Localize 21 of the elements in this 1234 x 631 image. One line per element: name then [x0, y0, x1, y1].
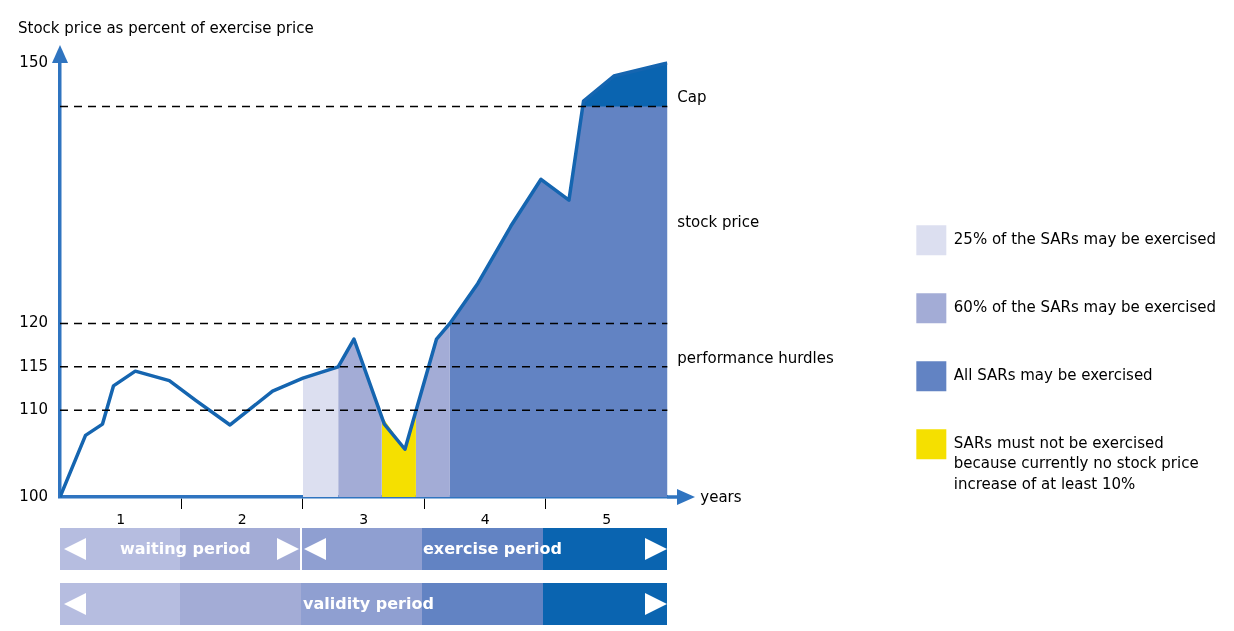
y-tick-label: 120	[19, 313, 48, 332]
y-tick-label: 110	[19, 400, 48, 419]
y-tick-label: 115	[19, 356, 48, 375]
ref-line-label: performance hurdles	[677, 348, 834, 367]
text: stock price	[677, 213, 760, 232]
x-tick-label: 1	[116, 511, 126, 528]
legend-label: 60% of the SARs may be exercised	[953, 298, 1217, 317]
legend-label: 25% of the SARs may be exercised	[953, 230, 1217, 249]
y-axis-title: Stock price as percent of exercise price	[18, 19, 314, 37]
text: validity period	[303, 593, 434, 615]
x-axis-title: years	[700, 487, 742, 506]
x-tick-label: 4	[480, 511, 490, 528]
ref-line-label: Cap	[677, 88, 707, 107]
legend-label: All SARs may be exercised	[953, 366, 1153, 385]
x-tick-label: 5	[602, 511, 612, 528]
y-tick-label: 150	[19, 52, 48, 71]
text: waiting period	[120, 538, 251, 560]
legend-label: SARs must not be exercised because currently no stock price increase of at least 10%	[953, 434, 1199, 493]
x-tick-label: 2	[237, 511, 247, 528]
x-tick-label: 3	[359, 511, 369, 528]
y-tick-label: 100	[19, 486, 48, 505]
